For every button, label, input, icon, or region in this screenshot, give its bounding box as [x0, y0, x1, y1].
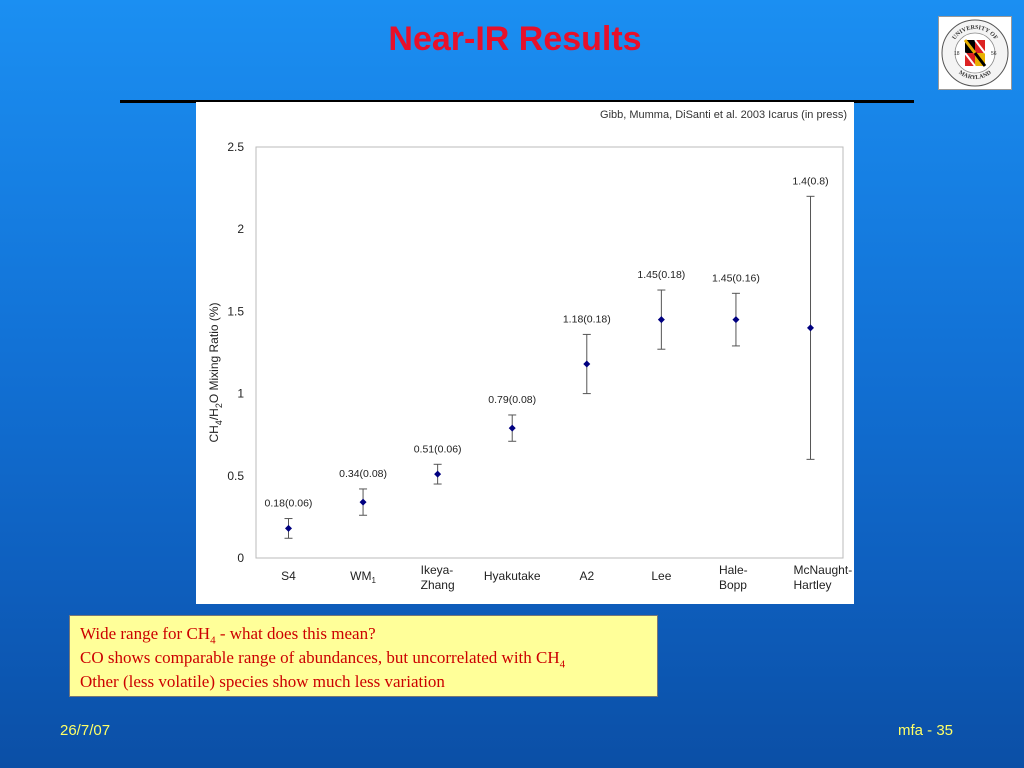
- x-tick-label: Lee: [651, 569, 671, 583]
- note-line-1: Wide range for CH4 - what does this mean…: [80, 622, 647, 646]
- x-tick-label: Hyakutake: [484, 569, 541, 583]
- diamond-marker: [807, 324, 815, 332]
- note-line-3: Other (less volatile) species show much …: [80, 672, 445, 691]
- data-point: 1.18(0.18): [563, 313, 611, 395]
- y-tick-label: 2.5: [227, 140, 244, 154]
- y-tick-labels: 0 0.5 1 1.5 2 2.5: [227, 140, 244, 565]
- data-point: 0.79(0.08): [488, 394, 536, 442]
- diamond-marker: [508, 424, 516, 432]
- university-seal-logo: UNIVERSITY OF MARYLAND 18 56: [938, 16, 1012, 90]
- mixing-ratio-chart: Gibb, Mumma, DiSanti et al. 2003 Icarus …: [207, 109, 852, 592]
- x-tick-label: McNaught-Hartley: [794, 563, 853, 592]
- note-line-2: CO shows comparable range of abundances,…: [80, 646, 647, 670]
- x-tick-label-line: S4: [281, 569, 296, 583]
- diamond-marker: [434, 470, 442, 478]
- note-1-text: Wide range for CH: [80, 624, 211, 643]
- data-point: 0.34(0.08): [339, 468, 387, 516]
- data-point: 1.4(0.8): [792, 175, 829, 460]
- chart-panel: Gibb, Mumma, DiSanti et al. 2003 Icarus …: [196, 102, 854, 604]
- x-tick-label-line: Hyakutake: [484, 569, 541, 583]
- chart-citation: Gibb, Mumma, DiSanti et al. 2003 Icarus …: [600, 109, 847, 121]
- data-label: 1.18(0.18): [563, 313, 611, 325]
- data-label: 0.79(0.08): [488, 394, 536, 406]
- diamond-marker: [284, 524, 292, 532]
- title-divider: [120, 100, 914, 103]
- x-tick-label: Hale-Bopp: [719, 563, 748, 592]
- diamond-marker: [359, 498, 367, 506]
- x-tick-labels: S4 WM1 Ikeya-Zhang Hyakutake A2 Lee Hale-Bopp M…: [281, 563, 852, 592]
- slide-title: Near-IR Results: [388, 20, 642, 58]
- x-tick-label-line: WM: [350, 569, 371, 583]
- note-2-subscript: 4: [559, 658, 566, 671]
- data-point: 0.18(0.06): [265, 498, 313, 539]
- plot-area-frame: [255, 146, 844, 559]
- diamond-marker: [657, 316, 665, 324]
- x-tick-label-line: McNaught-: [794, 563, 853, 577]
- y-axis-title-part: O Mixing Ratio (%): [207, 302, 221, 403]
- data-label: 1.45(0.16): [712, 272, 760, 284]
- y-axis-label: CH4/H2O Mixing Ratio (%): [207, 302, 224, 442]
- x-tick-label-line: A2: [579, 569, 594, 583]
- data-marks: 0.18(0.06) 0.34(0.08) 0.51(0.06) 0.79(0.08)…: [265, 175, 829, 539]
- y-tick-label: 0: [237, 551, 244, 565]
- footer-page-number: mfa - 35: [898, 722, 954, 739]
- data-label: 0.18(0.06): [265, 498, 313, 510]
- data-point: 1.45(0.16): [712, 272, 760, 347]
- x-tick-label-line: Bopp: [719, 578, 747, 592]
- x-tick-label-subscript: 1: [372, 576, 377, 585]
- y-axis-title-subscript: 2: [214, 403, 224, 408]
- footer-date: 26/7/07: [60, 722, 111, 739]
- logo-year-right: 56: [991, 51, 997, 57]
- notes-callout: Wide range for CH4 - what does this mean…: [69, 615, 658, 697]
- x-tick-label: S4: [281, 569, 296, 583]
- y-axis-title: CH4/H2O Mixing Ratio (%): [207, 302, 224, 442]
- diamond-marker: [583, 360, 591, 368]
- x-tick-label-line: Lee: [651, 569, 671, 583]
- y-axis-title-part: CH: [207, 425, 221, 442]
- data-point: 1.45(0.18): [637, 269, 685, 350]
- note-1-text-end: - what does this mean?: [215, 624, 376, 643]
- y-tick-label: 2: [237, 222, 244, 236]
- y-axis-title-part: /H: [207, 408, 221, 420]
- logo-year-left: 18: [954, 51, 960, 57]
- x-tick-label: A2: [579, 569, 594, 583]
- x-tick-label-line: Hale-: [719, 563, 748, 577]
- note-1-subscript: 4: [210, 634, 216, 647]
- diamond-marker: [732, 316, 740, 324]
- logo-text-bottom: MARYLAND: [957, 70, 993, 82]
- data-label: 0.34(0.08): [339, 468, 387, 480]
- note-2-text: CO shows comparable range of abundances,…: [80, 648, 560, 667]
- svg-text:MARYLAND: MARYLAND: [957, 70, 993, 82]
- data-point: 0.51(0.06): [414, 443, 462, 485]
- data-label: 0.51(0.06): [414, 443, 462, 455]
- x-tick-label-line: Hartley: [794, 578, 832, 592]
- x-tick-label: Ikeya-Zhang: [421, 563, 455, 592]
- y-axis-title-subscript: 4: [214, 420, 224, 425]
- x-tick-label-line: Zhang: [421, 578, 455, 592]
- data-label: 1.45(0.18): [637, 269, 685, 281]
- x-tick-label: WM1: [350, 569, 376, 585]
- data-label: 1.4(0.8): [792, 175, 828, 187]
- x-tick-label-line: Ikeya-: [421, 563, 454, 577]
- y-tick-label: 1: [237, 387, 244, 401]
- y-tick-label: 1.5: [227, 304, 244, 318]
- y-tick-label: 0.5: [227, 469, 244, 483]
